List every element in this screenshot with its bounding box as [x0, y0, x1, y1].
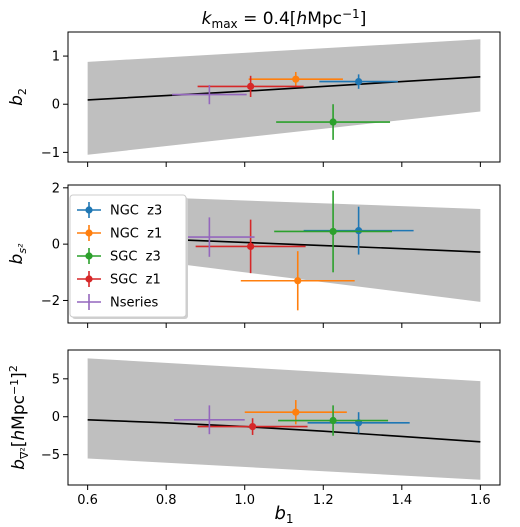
legend-marker [85, 252, 93, 260]
data-point-nseries [172, 84, 247, 105]
legend-marker [85, 275, 93, 283]
axes-frame [67, 31, 501, 163]
y-tick-label: 0 [52, 238, 60, 253]
axes-frame [67, 184, 501, 324]
legend-entry-ngc-z1: NGC z1 [77, 225, 162, 242]
y-label-power: 2 [7, 365, 20, 372]
title-text: kmax = 0.4[hMpc−1] [202, 7, 367, 31]
x-label-symbol: b [274, 503, 285, 524]
point-marker [329, 227, 337, 236]
axes-frame [67, 349, 501, 486]
title-value: = 0.4[ [238, 9, 297, 29]
data-point-nseries [174, 405, 245, 435]
y-label-h: h [9, 430, 29, 441]
point-marker [292, 75, 300, 83]
y-label-subscript: 2 [16, 88, 29, 95]
title-bracket: ] [360, 9, 367, 29]
legend-label: SGC z1 [110, 273, 161, 288]
point-marker [247, 82, 255, 91]
point-marker [355, 227, 363, 235]
title-unit: Mpc [307, 9, 342, 29]
legend-marker [85, 206, 93, 214]
data-point-ngc-z1 [248, 71, 343, 87]
title-k: k [202, 9, 213, 29]
legend-entry-sgc-z3: SGC z3 [77, 248, 161, 265]
title-subscript: max [212, 17, 238, 31]
legend: NGC z3 NGC z1 SGC z3 SGC z1 Nseries [69, 194, 188, 319]
y-tick-label: −5 [41, 448, 60, 463]
legend-marker [85, 229, 93, 237]
y-label-bracket-close: ] [9, 372, 29, 379]
y-label-unit: Mpc [9, 395, 29, 430]
model-curve [87, 418, 481, 443]
y-label-symbol: b [7, 254, 27, 265]
x-tick-label: 1.2 [313, 493, 334, 508]
x-tick-label: 1.0 [234, 493, 255, 508]
y-label-superscript: −1 [8, 379, 21, 395]
point-marker [294, 277, 302, 285]
y-label-subscript: ∇² [18, 447, 31, 460]
y-tick-label: 5 [52, 372, 60, 387]
legend-label: NGC z3 [110, 204, 162, 219]
legend-entry-nseries: Nseries [77, 294, 158, 311]
legend-box [69, 194, 187, 318]
y-label-subscript: s² [16, 243, 29, 254]
legend-label: NGC z1 [110, 227, 162, 242]
chart-title: kmax = 0.4[hMpc−1] [202, 7, 367, 31]
title-superscript: −1 [342, 7, 360, 21]
y-axis-label: b∇²[hMpc−1]2 [7, 365, 31, 470]
legend-entry-sgc-z1: SGC z1 [77, 271, 161, 288]
data-point-sgc-z1 [197, 418, 308, 435]
y-tick-label: 1 [52, 50, 60, 65]
point-marker [329, 118, 337, 126]
y-axis-label: bs² [7, 243, 29, 265]
data-point-sgc-z3 [276, 104, 391, 140]
y-label-symbol: b [9, 459, 29, 470]
panel-1: −1 0 1 b2 [7, 31, 501, 167]
data-point-ngc-z1 [240, 251, 355, 311]
y-label-bracket-open: [ [9, 441, 29, 448]
y-tick-label: −1 [41, 146, 60, 161]
model-curve [87, 75, 481, 101]
point-marker [248, 423, 257, 431]
point-marker [247, 242, 255, 250]
y-tick-label: 0 [52, 98, 60, 113]
y-tick-label: 0 [52, 410, 60, 425]
data-point-sgc-z1 [197, 75, 304, 97]
y-axis-label: b2 [7, 88, 29, 106]
x-tick-label: 1.4 [391, 493, 412, 508]
x-axis-label: b1 [274, 503, 293, 526]
x-label-subscript: 1 [286, 512, 294, 526]
data-point-sgc-z3 [278, 405, 389, 436]
data-point-sgc-z1 [195, 219, 306, 274]
point-marker [329, 416, 337, 425]
y-label-symbol: b [7, 95, 27, 106]
data-point-ngc-z3 [319, 74, 398, 89]
legend-entry-ngc-z3: NGC z3 [77, 202, 162, 219]
y-tick-label: 2 [52, 181, 60, 196]
panel-3: −5 0 5 0.6 0.8 1.0 1.2 1.4 1.6 b∇²[hMpc−1]2 [7, 349, 501, 508]
legend-label: Nseries [110, 296, 158, 311]
y-tick-label: −2 [41, 294, 60, 309]
data-point-ngc-z3 [303, 206, 414, 255]
uncertainty-band [87, 39, 481, 155]
point-marker [355, 77, 363, 86]
x-tick-label: 0.6 [77, 493, 98, 508]
point-marker [292, 408, 300, 416]
data-point-sgc-z3 [274, 190, 392, 273]
legend-label: SGC z3 [110, 250, 161, 265]
x-tick-label: 1.6 [470, 493, 491, 508]
title-h: h [296, 9, 307, 29]
x-tick-label: 0.8 [156, 493, 177, 508]
uncertainty-band [87, 358, 481, 480]
x-label-text: b1 [274, 503, 293, 526]
